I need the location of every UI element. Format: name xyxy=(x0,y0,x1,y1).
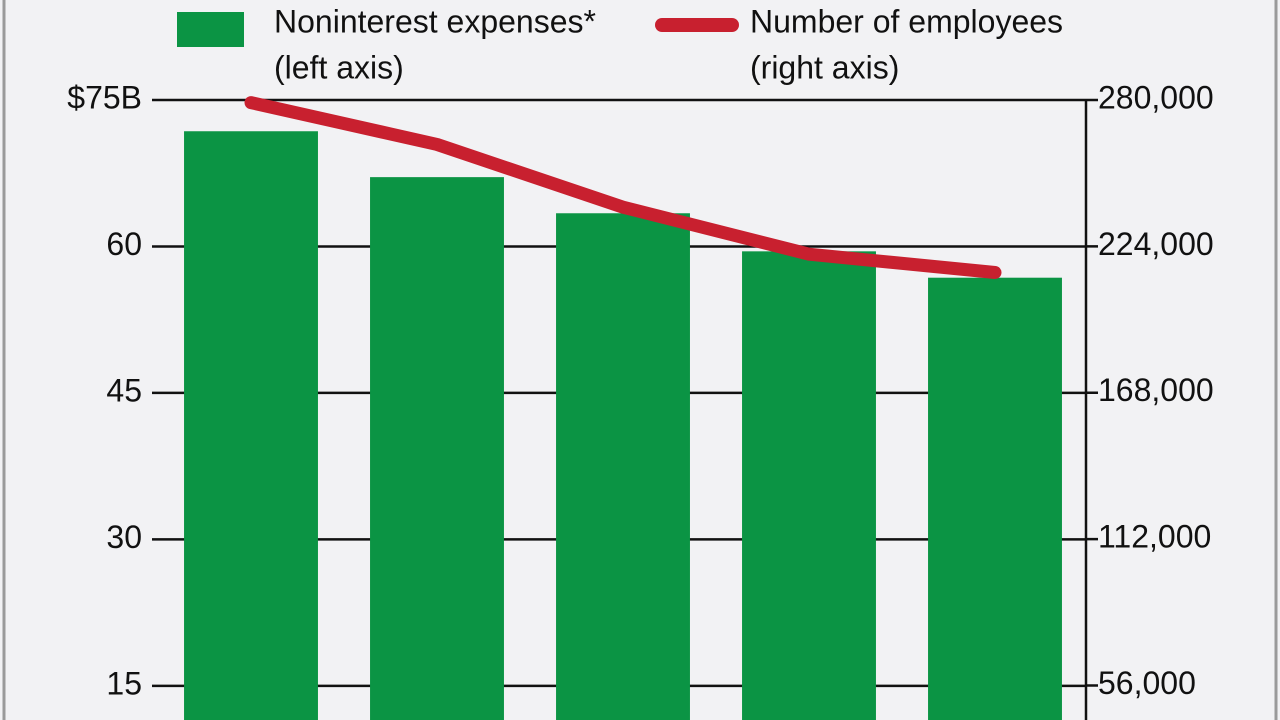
legend-swatch xyxy=(177,12,244,47)
legend-note: (right axis) xyxy=(750,49,899,85)
bar xyxy=(742,251,876,720)
legend: Noninterest expenses* (left axis) Number… xyxy=(177,3,1063,85)
y2-tick-label: 280,000 xyxy=(1098,79,1214,115)
line xyxy=(244,96,1002,280)
y-tick-label: 45 xyxy=(106,372,142,408)
y2-tick-label: 112,000 xyxy=(1098,519,1211,555)
y2-tick-label: 168,000 xyxy=(1098,372,1214,408)
legend-note: (left axis) xyxy=(274,49,404,85)
y-tick-label: 15 xyxy=(106,665,142,701)
bar xyxy=(370,177,504,720)
bar xyxy=(556,213,690,720)
legend-label: Number of employees xyxy=(750,3,1063,39)
legend-label: Noninterest expenses* xyxy=(274,3,596,39)
y-tick-label: $75B xyxy=(67,79,142,115)
y-tick-label: 30 xyxy=(106,519,142,555)
y2-tick-label: 224,000 xyxy=(1098,226,1214,262)
bar xyxy=(928,277,1062,720)
y-tick-label: 60 xyxy=(106,226,142,262)
y2-tick-label: 56,000 xyxy=(1098,665,1196,701)
bar xyxy=(184,131,318,720)
